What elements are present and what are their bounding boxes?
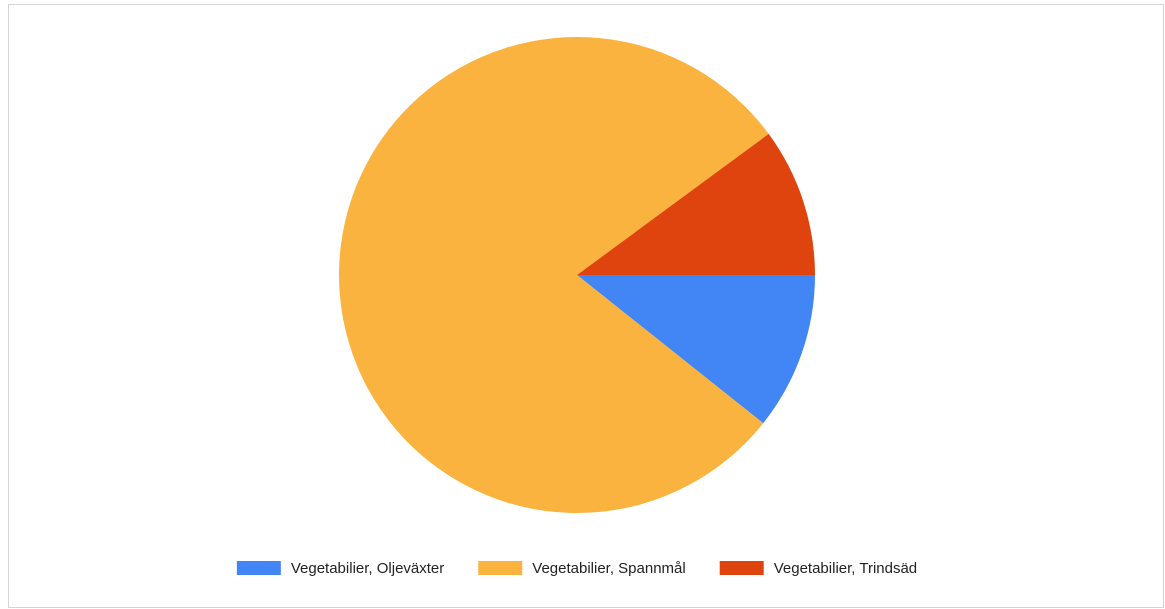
legend-swatch bbox=[478, 561, 523, 575]
legend-swatch bbox=[236, 561, 281, 575]
legend-label: Vegetabilier, Oljeväxter bbox=[291, 560, 444, 577]
legend-label: Vegetabilier, Spannmål bbox=[532, 560, 685, 577]
legend-swatch bbox=[719, 561, 764, 575]
legend-label: Vegetabilier, Trindsäd bbox=[774, 560, 917, 577]
pie-slice bbox=[577, 275, 815, 424]
pie-slice bbox=[339, 37, 769, 514]
pie-slice bbox=[577, 133, 815, 275]
